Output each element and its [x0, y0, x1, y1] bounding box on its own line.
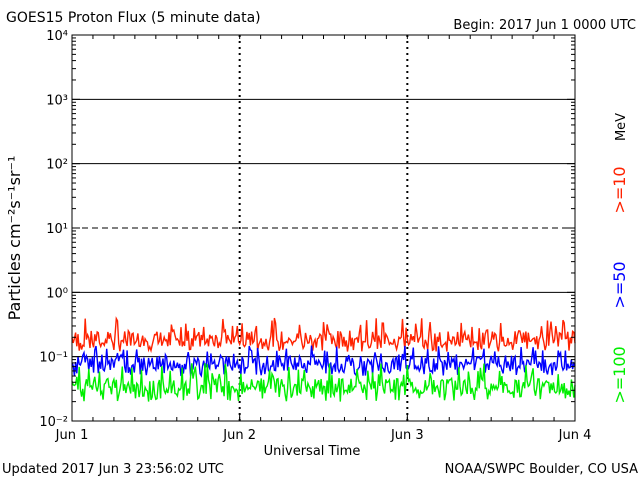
legend: >=10 >=50 >=100 MeV — [610, 113, 629, 404]
y-tick-label: 10⁴ — [46, 29, 68, 44]
y-axis-label: Particles cm⁻²s⁻¹sr⁻¹ — [5, 156, 24, 321]
series-line-2 — [71, 345, 576, 378]
legend-entry-1: >=10 — [610, 166, 629, 213]
series-line-1 — [71, 316, 576, 354]
y-tick-label: 10⁻¹ — [39, 351, 68, 366]
legend-units: MeV — [614, 113, 629, 141]
x-axis-label: Universal Time — [264, 444, 361, 459]
chart-title: GOES15 Proton Flux (5 minute data) — [6, 10, 261, 26]
updated-text: Updated 2017 Jun 3 23:56:02 UTC — [2, 462, 224, 477]
legend-entry-3: >=100 — [610, 346, 629, 403]
y-tick-label: 10¹ — [46, 222, 68, 237]
credit-text: NOAA/SWPC Boulder, CO USA — [445, 462, 638, 477]
x-tick-label: Jun 2 — [222, 428, 256, 443]
x-tick-label: Jun 1 — [55, 428, 89, 443]
y-tick-label: 10² — [46, 158, 68, 173]
series-layer — [71, 316, 576, 402]
tick-layer: 10⁻² 10⁻¹ 10⁰ 10¹ 10² 10³ 10⁴ Jun 1 Jun 2 Jun 3 Ju… — [39, 29, 591, 443]
x-tick-label: Jun 4 — [558, 428, 592, 443]
y-tick-label: 10³ — [46, 93, 68, 108]
y-tick-label: 10⁰ — [46, 286, 68, 301]
series-line-3 — [71, 363, 576, 402]
y-tick-label: 10⁻² — [39, 415, 68, 430]
begin-time: Begin: 2017 Jun 1 0000 UTC — [453, 18, 636, 33]
legend-entry-2: >=50 — [610, 261, 629, 308]
x-tick-label: Jun 3 — [390, 428, 424, 443]
